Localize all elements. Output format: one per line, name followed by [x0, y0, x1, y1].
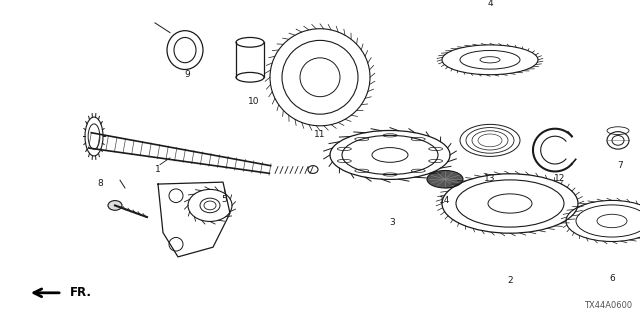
Text: 1: 1: [155, 165, 161, 174]
Ellipse shape: [427, 171, 463, 188]
Text: 11: 11: [314, 131, 326, 140]
Text: 3: 3: [389, 218, 395, 227]
Text: 13: 13: [484, 174, 496, 183]
Text: 9: 9: [184, 70, 190, 79]
Text: 10: 10: [248, 98, 260, 107]
Text: TX44A0600: TX44A0600: [584, 301, 632, 310]
Text: FR.: FR.: [70, 286, 92, 299]
Text: 4: 4: [487, 0, 493, 8]
Text: 5: 5: [221, 195, 227, 204]
Text: 6: 6: [609, 274, 615, 283]
Text: 8: 8: [97, 179, 103, 188]
Text: 12: 12: [554, 174, 566, 183]
Text: 14: 14: [439, 196, 451, 204]
Text: 7: 7: [617, 161, 623, 170]
Ellipse shape: [108, 201, 122, 210]
Text: 2: 2: [507, 276, 513, 285]
